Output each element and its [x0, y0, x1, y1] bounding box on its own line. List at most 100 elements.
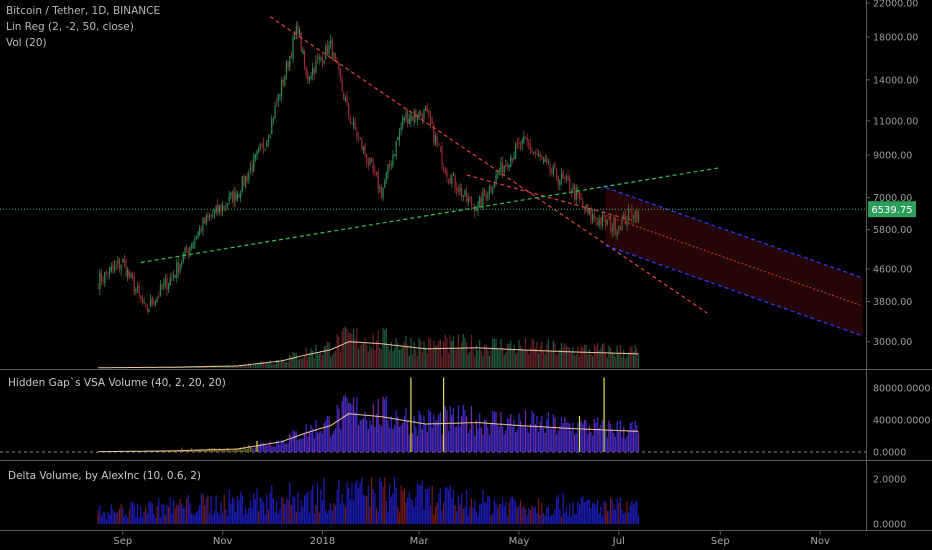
candle [601, 215, 604, 226]
delta-bar [287, 499, 289, 524]
candle [403, 118, 405, 121]
y-tick-label: 22000.00 [873, 0, 918, 10]
delta-volume-panel[interactable] [97, 477, 640, 524]
delta-bar [359, 482, 361, 524]
candle [598, 218, 600, 226]
vsa-bar [583, 419, 586, 452]
delta-bar [572, 501, 574, 524]
delta-bar [348, 487, 350, 524]
delta-panel-title[interactable]: Delta Volume, by AlexInc (10, 0.6, 2) [8, 470, 202, 482]
candle [434, 135, 437, 145]
vsa-bar [438, 414, 440, 452]
vsa-bar [519, 420, 522, 452]
vsa-bar [495, 411, 497, 452]
candle [431, 121, 433, 125]
candle [523, 136, 525, 142]
vsa-bar [312, 427, 314, 452]
x-tick-label: 2018 [310, 536, 335, 547]
vsa-bar [164, 451, 166, 452]
volume-bar [298, 358, 301, 368]
volume-bar [392, 351, 394, 368]
candle [433, 125, 435, 143]
delta-bar [343, 502, 345, 524]
delta-bar [610, 497, 612, 524]
delta-bar [506, 516, 509, 524]
delta-bar [339, 503, 342, 524]
candle [118, 258, 121, 269]
volume-bar [279, 362, 281, 368]
candle [618, 225, 620, 229]
candle [99, 272, 101, 290]
candle [449, 177, 451, 184]
delta-bar [384, 477, 386, 524]
volume-bar [331, 354, 333, 368]
candle [488, 186, 491, 195]
candle [271, 119, 273, 135]
candle [284, 75, 286, 86]
delta-bar [130, 501, 132, 524]
candle [416, 118, 419, 121]
volume-indicator-label[interactable]: Vol (20) [6, 37, 47, 49]
candle [230, 193, 232, 196]
price-panel[interactable] [0, 16, 866, 369]
delta-bar [143, 511, 145, 524]
y-tick-label: 14000.00 [873, 75, 918, 86]
candle [148, 308, 150, 313]
candle [130, 272, 132, 278]
volume-bar [328, 342, 330, 368]
volume-bar [637, 353, 640, 368]
delta-bar [457, 496, 459, 524]
delta-bar [213, 510, 216, 524]
candle [552, 166, 554, 175]
volume-bar [592, 356, 594, 368]
candle [407, 111, 409, 124]
delta-bar [497, 507, 499, 524]
volume-bar [488, 355, 491, 368]
candle [516, 142, 518, 146]
delta-bar [225, 509, 227, 524]
candle [560, 173, 563, 181]
candle [582, 201, 584, 206]
delta-bar [492, 513, 494, 524]
volume-bar [410, 337, 412, 368]
candle [459, 187, 461, 192]
delta-bar [326, 513, 329, 524]
volume-bar [282, 360, 284, 368]
y-tick-label: 5800.00 [873, 225, 912, 236]
candle [408, 118, 410, 125]
delta-bar [551, 515, 553, 524]
candle [146, 305, 148, 311]
linreg-indicator-label[interactable]: Lin Reg (2, -2, 50, close) [6, 21, 134, 33]
candle [112, 265, 114, 269]
vsa-bar [461, 416, 463, 452]
symbol-title[interactable]: Bitcoin / Tether, 1D, BINANCE [6, 5, 161, 17]
volume-bar [636, 348, 638, 368]
delta-bar [590, 507, 592, 524]
vsa-volume-panel[interactable] [0, 377, 866, 453]
delta-bar [302, 506, 304, 524]
vsa-panel-title[interactable]: Hidden Gap`s VSA Volume (40, 2, 20, 20) [8, 377, 226, 389]
volume-bar [269, 360, 271, 368]
candle [290, 54, 292, 58]
vsa-bar [189, 450, 191, 452]
vsa-bar [436, 419, 438, 452]
volume-bar [465, 342, 468, 368]
delta-bar [294, 497, 296, 524]
delta-bar [498, 504, 500, 524]
vsa-bar [369, 420, 371, 452]
vsa-bar [392, 428, 394, 452]
delta-bar [262, 502, 265, 524]
volume-bar [285, 362, 288, 368]
vsa-bar [539, 421, 541, 452]
candle [228, 195, 230, 201]
candles [97, 20, 640, 315]
delta-bar [528, 507, 530, 524]
candle [117, 260, 119, 264]
vsa-bar [151, 451, 153, 452]
volume-bar [292, 351, 294, 368]
vsa-bar [434, 421, 437, 452]
vsa-bar [554, 417, 556, 452]
volume-bar [624, 358, 626, 368]
candle [138, 285, 140, 294]
